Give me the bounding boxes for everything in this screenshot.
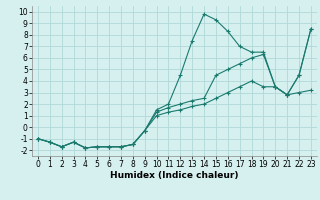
- X-axis label: Humidex (Indice chaleur): Humidex (Indice chaleur): [110, 171, 239, 180]
